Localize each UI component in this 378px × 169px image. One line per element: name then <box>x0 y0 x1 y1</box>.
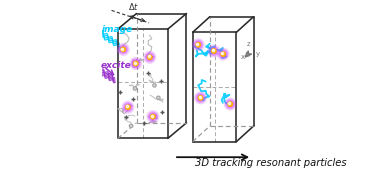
Circle shape <box>224 98 237 111</box>
Circle shape <box>192 38 205 51</box>
Circle shape <box>124 103 132 111</box>
Circle shape <box>211 48 217 54</box>
Text: 3D tracking resonant particles: 3D tracking resonant particles <box>195 158 347 168</box>
Circle shape <box>146 53 153 61</box>
Circle shape <box>194 91 207 104</box>
Text: $\Delta t$: $\Delta t$ <box>128 1 139 12</box>
Text: y: y <box>256 51 260 57</box>
Circle shape <box>226 100 234 108</box>
Circle shape <box>148 112 158 122</box>
Circle shape <box>145 52 155 62</box>
Text: excite: excite <box>101 61 131 70</box>
Text: z: z <box>247 41 251 47</box>
Circle shape <box>134 87 136 90</box>
Circle shape <box>195 42 201 48</box>
Circle shape <box>133 61 139 66</box>
Circle shape <box>147 54 153 60</box>
Circle shape <box>225 99 235 109</box>
Circle shape <box>156 95 161 100</box>
Circle shape <box>152 83 157 88</box>
Circle shape <box>219 50 227 58</box>
Text: x: x <box>240 54 245 60</box>
Text: image: image <box>102 25 133 34</box>
Circle shape <box>209 46 219 56</box>
Circle shape <box>119 46 127 53</box>
Circle shape <box>150 114 156 119</box>
Circle shape <box>218 49 228 59</box>
Circle shape <box>123 102 133 112</box>
Circle shape <box>117 43 130 56</box>
Circle shape <box>157 96 160 99</box>
Circle shape <box>210 47 218 55</box>
Circle shape <box>198 95 203 101</box>
Circle shape <box>217 48 230 61</box>
Circle shape <box>130 125 132 127</box>
Circle shape <box>129 124 133 128</box>
Circle shape <box>131 58 141 69</box>
Circle shape <box>143 51 156 64</box>
Circle shape <box>197 94 204 102</box>
Circle shape <box>121 101 135 114</box>
Circle shape <box>129 57 142 70</box>
Circle shape <box>132 60 139 67</box>
Circle shape <box>207 44 220 57</box>
Circle shape <box>153 84 156 87</box>
Circle shape <box>149 113 157 120</box>
Circle shape <box>195 93 206 103</box>
Circle shape <box>120 46 126 52</box>
Circle shape <box>146 110 160 123</box>
Circle shape <box>193 40 203 50</box>
Circle shape <box>220 51 226 57</box>
Circle shape <box>227 101 233 107</box>
Circle shape <box>133 86 137 91</box>
Circle shape <box>118 44 128 54</box>
Circle shape <box>194 41 202 49</box>
Circle shape <box>125 104 131 110</box>
